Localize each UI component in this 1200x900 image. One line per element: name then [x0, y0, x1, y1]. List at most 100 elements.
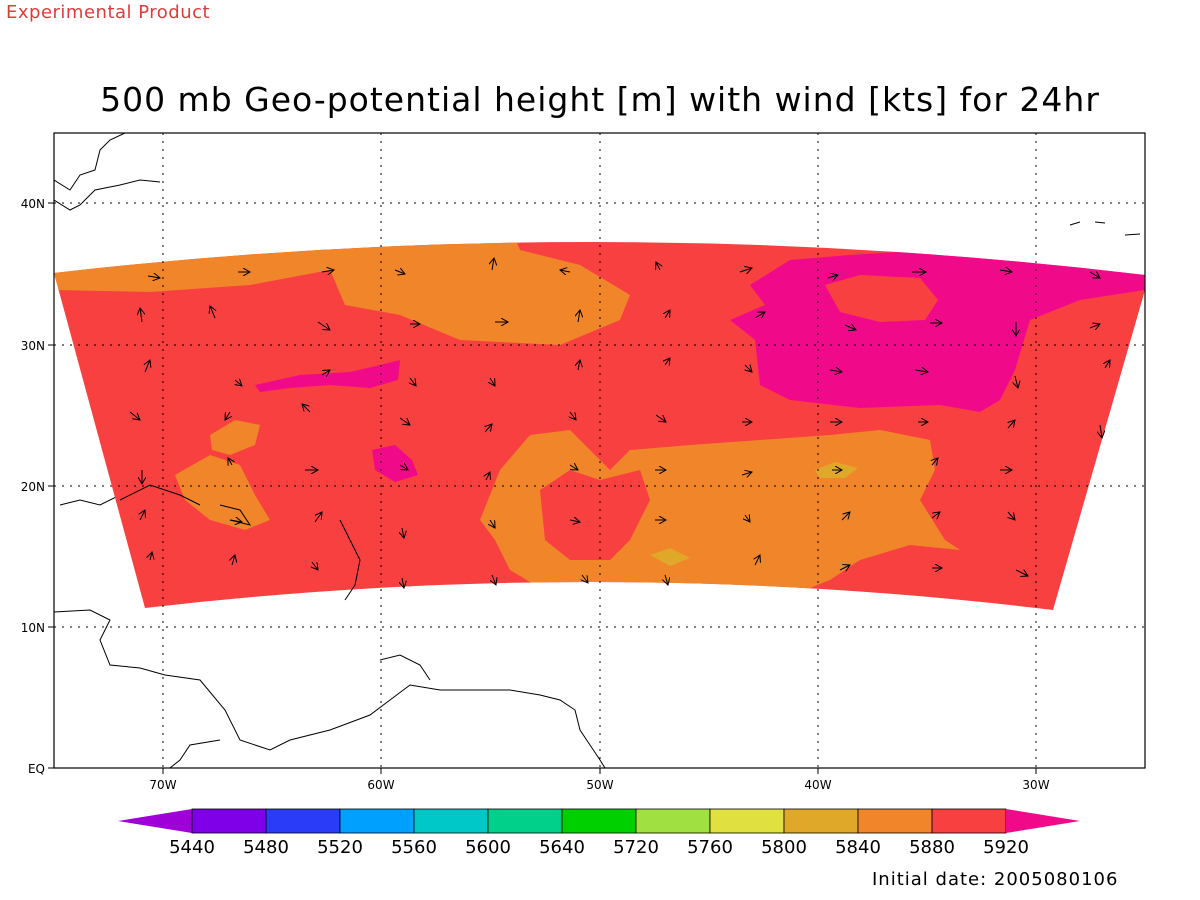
wind-arrow	[1100, 424, 1102, 438]
wind-arrow	[485, 424, 492, 433]
colorbar-swatch	[931, 808, 1007, 834]
wind-arrow	[755, 555, 760, 566]
colorbar-label: 5880	[909, 837, 955, 858]
wind-arrow	[490, 519, 495, 528]
wind-arrow	[317, 321, 330, 330]
axis-ticks	[48, 202, 1037, 774]
contour-5960	[372, 445, 418, 482]
colorbar-low-triangle	[118, 809, 192, 833]
wind-arrow	[827, 275, 838, 278]
wind-arrow	[402, 577, 404, 588]
wind-arrow	[321, 270, 334, 272]
wind-arrow	[140, 308, 142, 323]
wind-arrow	[931, 512, 940, 518]
wind-arrow	[147, 276, 160, 278]
wind-arrow	[582, 574, 588, 583]
wind-arrow	[402, 527, 404, 538]
wind-arrow	[665, 358, 670, 365]
height-field	[54, 241, 1145, 610]
wind-arrow	[312, 561, 318, 570]
experimental-product-label: Experimental Product	[6, 2, 211, 23]
colorbar-label: 5840	[835, 837, 881, 858]
wind-arrow	[399, 465, 408, 470]
colorbar-swatch	[265, 808, 341, 834]
wind-arrow	[741, 472, 752, 475]
colorbar-label: 5720	[613, 837, 659, 858]
colorbar-swatch	[487, 808, 563, 834]
lat-label-20n: 20N	[21, 480, 45, 494]
wind-arrow	[829, 370, 842, 372]
colorbar-swatch	[561, 808, 637, 834]
lat-label-10n: 10N	[21, 621, 45, 635]
wind-arrow	[839, 565, 850, 570]
wind-arrow	[235, 380, 242, 386]
wind-arrow	[841, 512, 850, 521]
colorbar-high-triangle	[1006, 809, 1080, 833]
wind-arrow	[321, 370, 330, 375]
wind-arrow	[229, 520, 242, 522]
wind-arrow	[1105, 360, 1110, 369]
wind-arrow	[232, 555, 235, 566]
colorbar-label: 5760	[687, 837, 733, 858]
wind-arrow	[492, 574, 496, 585]
lat-label-40n: 40N	[21, 197, 45, 211]
wind-arrow	[1015, 570, 1028, 576]
wind-arrow	[844, 325, 856, 330]
wind-arrow	[569, 520, 580, 522]
colorbar-label: 5560	[391, 837, 437, 858]
colorbar-label: 5920	[983, 837, 1029, 858]
colorbar-label: 5520	[317, 837, 363, 858]
wind-vectors	[129, 258, 1110, 588]
colorbar-swatch	[191, 808, 267, 834]
lon-label-40w: 40W	[804, 778, 831, 792]
wind-arrow	[1089, 272, 1100, 278]
wind-arrow	[150, 552, 152, 561]
wind-arrow	[999, 270, 1012, 272]
contour-5880	[54, 241, 630, 345]
colorbar-label: 5800	[761, 837, 807, 858]
wind-arrow	[745, 515, 750, 522]
wind-arrow	[578, 310, 580, 323]
lon-label-70w: 70W	[149, 778, 176, 792]
lon-label-30w: 30W	[1022, 778, 1049, 792]
colorbar: 5440 5480 5520 5560 5600 5640 5720 5760 5800 5840…	[118, 808, 1080, 858]
wind-arrow	[314, 512, 322, 523]
lon-label-50w: 50W	[586, 778, 613, 792]
wind-arrow	[739, 268, 752, 272]
wind-arrow	[225, 411, 230, 420]
wind-arrow	[754, 312, 765, 318]
wind-arrow	[570, 411, 576, 420]
wind-arrow	[302, 404, 311, 413]
wind-arrow	[140, 510, 145, 521]
wind-arrow	[490, 377, 495, 386]
contour-5920	[540, 470, 650, 560]
wind-arrow	[394, 270, 405, 274]
wind-arrow	[399, 417, 410, 425]
wind-arrow	[1089, 324, 1100, 328]
wind-arrow	[492, 258, 494, 271]
wind-arrow	[578, 360, 580, 371]
chart-title: 500 mb Geo-potential height [m] with win…	[100, 80, 1100, 119]
initial-date: Initial date: 2005080106	[872, 869, 1119, 890]
wind-arrow	[656, 262, 660, 271]
colorbar-label: 5480	[243, 837, 289, 858]
colorbar-swatch	[635, 808, 711, 834]
contour-5920	[825, 275, 938, 322]
colorbar-swatch	[857, 808, 933, 834]
wind-arrow	[486, 472, 490, 481]
colorbar-label: 5600	[465, 837, 511, 858]
wind-arrow	[1015, 375, 1018, 388]
lon-label-60w: 60W	[367, 778, 394, 792]
wind-arrow	[145, 360, 150, 373]
wind-arrow	[914, 370, 928, 372]
contour-5800	[650, 548, 690, 566]
colorbar-swatch	[709, 808, 785, 834]
wind-arrow	[410, 377, 416, 386]
contour-5880	[210, 420, 260, 455]
colorbar-swatch	[413, 808, 489, 834]
contour-5880	[175, 455, 270, 530]
lat-label-eq: EQ	[28, 762, 45, 776]
wind-arrow	[210, 306, 215, 319]
wind-arrow	[560, 270, 571, 272]
